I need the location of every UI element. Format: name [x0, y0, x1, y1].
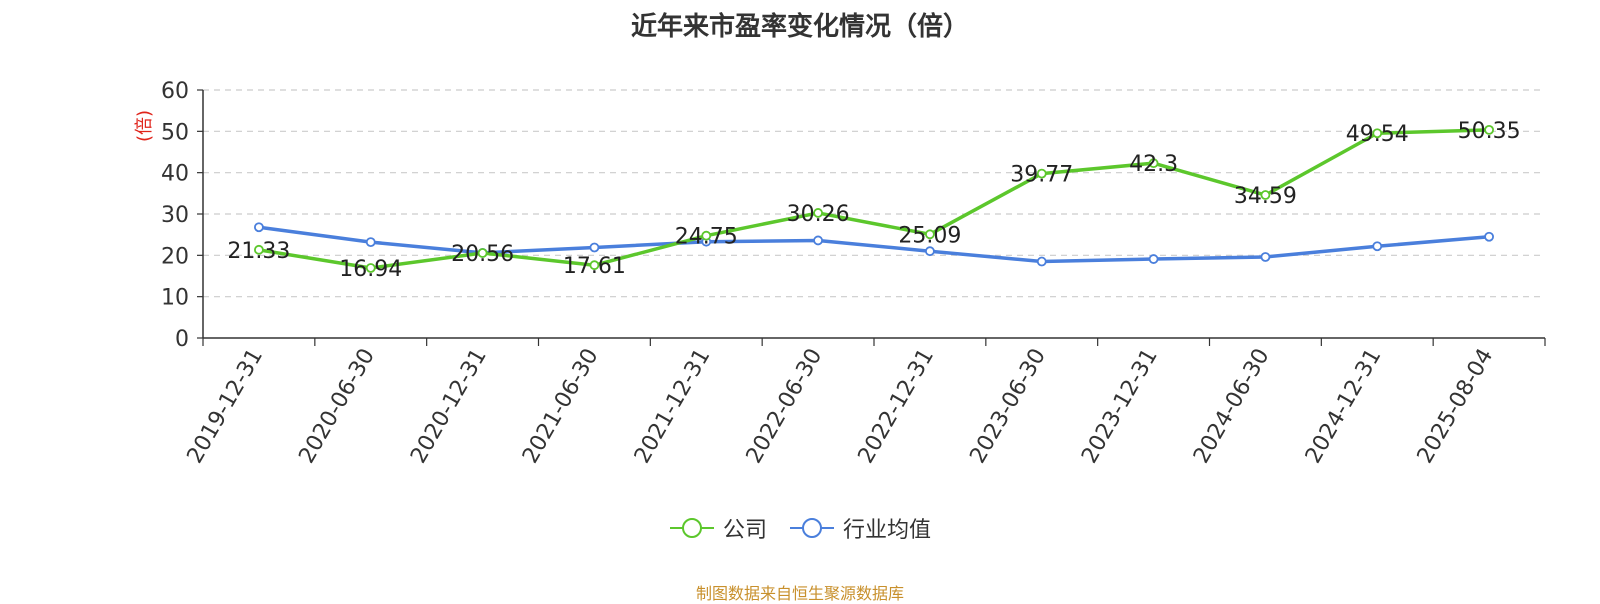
data-point-0: [477, 248, 488, 258]
x-tick-label: 2020-12-31: [406, 345, 492, 468]
legend-label-industry: 行业均值: [843, 518, 932, 543]
y-tick-label: 10: [161, 286, 189, 311]
data-label: 20.56: [451, 242, 514, 267]
y-tick-label: 50: [161, 120, 189, 145]
data-label: 16.94: [339, 257, 402, 282]
data-point-1: [925, 246, 935, 257]
data-point-0: [254, 244, 264, 255]
x-tick-label: 2025-08-04: [1413, 345, 1499, 468]
data-label: 49.54: [1346, 122, 1409, 147]
data-label: 30.26: [787, 202, 850, 227]
data-point-0: [1036, 168, 1047, 179]
x-tick-label: 2022-06-30: [742, 345, 828, 468]
legend: 公司 行业均值: [0, 512, 1600, 544]
legend-marker-company: [669, 518, 714, 538]
x-tick-label: 2021-06-30: [518, 345, 604, 468]
data-label: 34.59: [1234, 184, 1297, 209]
data-source-note: 制图数据来自恒生聚源数据库: [695, 584, 904, 603]
data-point-1: [813, 235, 823, 246]
y-axis-label: (倍): [134, 110, 155, 142]
series-line-0: [258, 128, 1490, 270]
legend-label-company: 公司: [722, 518, 767, 543]
data-point-1: [1260, 252, 1271, 262]
data-point-0: [589, 260, 600, 271]
data-point-1: [365, 237, 376, 248]
data-label: 39.77: [1010, 163, 1073, 188]
x-tick-label: 2023-12-31: [1077, 345, 1163, 468]
data-point-0: [813, 208, 823, 218]
chart-title: 近年来市盈率变化情况（倍）: [630, 12, 969, 42]
data-point-0: [365, 263, 376, 273]
x-tick-label: 2021-12-31: [630, 345, 716, 468]
y-tick-label: 30: [161, 203, 189, 228]
x-tick-label: 2020-06-30: [294, 345, 380, 468]
data-point-0: [1484, 124, 1494, 135]
y-tick-label: 0: [175, 327, 189, 352]
legend-marker-industry: [790, 518, 834, 538]
data-label: 25.09: [898, 223, 961, 248]
data-label: 21.33: [227, 239, 290, 264]
x-tick-label: 2023-06-30: [965, 345, 1051, 468]
x-tick-label: 2024-12-31: [1301, 345, 1387, 468]
data-point-1: [589, 242, 600, 253]
data-label: 42.3: [1129, 152, 1178, 177]
data-point-0: [925, 229, 935, 240]
data-point-1: [254, 222, 264, 233]
data-label: 17.61: [563, 254, 626, 279]
y-tick-label: 60: [161, 79, 189, 104]
y-tick-label: 20: [161, 244, 189, 269]
data-point-1: [1148, 254, 1159, 264]
data-point-1: [1036, 256, 1047, 267]
series-line-1: [258, 225, 1490, 264]
data-point-0: [1372, 128, 1383, 139]
x-tick-label: 2022-12-31: [854, 345, 940, 468]
y-tick-label: 40: [161, 162, 189, 187]
legend-item-company[interactable]: 公司: [669, 512, 767, 544]
data-point-1: [1484, 231, 1494, 242]
legend-item-industry[interactable]: 行业均值: [789, 512, 931, 544]
x-tick-label: 2024-06-30: [1189, 345, 1275, 468]
data-label: 24.75: [675, 225, 738, 250]
data-label: 50.35: [1458, 119, 1521, 144]
x-tick-label: 2019-12-31: [183, 345, 269, 468]
data-point-1: [1372, 241, 1383, 252]
data-point-0: [701, 230, 712, 241]
data-point-0: [1260, 190, 1271, 200]
data-point-0: [1148, 158, 1159, 169]
